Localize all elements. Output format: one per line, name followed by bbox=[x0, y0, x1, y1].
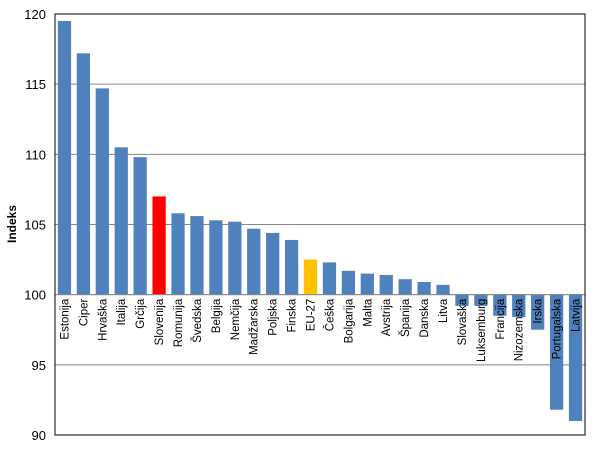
category-label: EU-27 bbox=[306, 299, 318, 332]
bar bbox=[209, 220, 223, 295]
category-label: Češka bbox=[323, 298, 336, 331]
y-tick-label: 100 bbox=[24, 288, 46, 303]
bars bbox=[57, 21, 583, 421]
bar bbox=[322, 262, 337, 295]
category-label: Nizozemska bbox=[514, 298, 526, 361]
category-label: Litva bbox=[438, 298, 450, 323]
category-label: Francija bbox=[495, 298, 507, 340]
bar bbox=[57, 21, 72, 295]
bar bbox=[114, 147, 128, 295]
bar bbox=[303, 259, 318, 295]
category-label: Švedska bbox=[191, 298, 204, 343]
bar bbox=[455, 294, 469, 306]
category-label: Italija bbox=[116, 298, 128, 325]
category-labels: Estonija Ciper Hrvaška Italija Grčija Sloveni… bbox=[59, 298, 582, 362]
category-label: Luksemburg bbox=[476, 299, 488, 362]
bar bbox=[474, 294, 488, 306]
bar bbox=[549, 294, 564, 410]
y-axis-ticks: 90 95 100 105 110 115 120 bbox=[24, 7, 46, 443]
category-label: Madžarska bbox=[249, 298, 261, 355]
bar bbox=[436, 284, 450, 295]
bar bbox=[512, 294, 526, 318]
bar bbox=[531, 294, 545, 330]
bar bbox=[284, 239, 299, 295]
category-label: Hrvaška bbox=[97, 298, 109, 341]
category-label: Latvija bbox=[571, 298, 583, 332]
category-label: Slovenija bbox=[154, 298, 166, 345]
bar bbox=[360, 273, 374, 295]
category-label: Grčija bbox=[135, 298, 147, 329]
bar bbox=[493, 294, 507, 316]
category-label: Finska bbox=[287, 298, 299, 332]
y-tick-label: 105 bbox=[24, 218, 46, 233]
category-label: Bolgarija bbox=[343, 298, 355, 343]
bar bbox=[228, 221, 242, 295]
category-label: Malta bbox=[362, 298, 374, 327]
bar bbox=[379, 275, 393, 295]
bar bbox=[247, 228, 261, 295]
category-label: Španija bbox=[399, 298, 412, 337]
bar bbox=[417, 282, 431, 295]
category-label: Romunija bbox=[173, 298, 185, 347]
bar bbox=[568, 294, 583, 421]
bar bbox=[171, 213, 185, 295]
category-label: Slovaška bbox=[457, 298, 469, 345]
bar bbox=[341, 270, 356, 295]
category-label: Danska bbox=[419, 298, 431, 338]
y-tick-label: 115 bbox=[25, 77, 46, 92]
bar bbox=[76, 53, 91, 295]
category-label: Ciper bbox=[78, 298, 90, 326]
bar bbox=[133, 157, 147, 295]
category-label: Irska bbox=[533, 298, 545, 324]
y-axis-title: Indeks bbox=[5, 205, 19, 243]
y-tick-label: 95 bbox=[32, 358, 46, 373]
category-label: Estonija bbox=[59, 298, 71, 340]
category-label: Avstrija bbox=[381, 298, 393, 336]
category-label: Nemčija bbox=[230, 298, 242, 340]
category-label: Portugalska bbox=[552, 298, 564, 359]
bar bbox=[95, 88, 109, 295]
bar bbox=[152, 196, 166, 295]
y-tick-label: 110 bbox=[25, 147, 46, 162]
y-tick-label: 90 bbox=[32, 428, 46, 443]
bar bbox=[190, 216, 204, 295]
category-label: Poljska bbox=[268, 298, 280, 336]
plot-border bbox=[54, 13, 586, 436]
bar bbox=[398, 279, 412, 295]
bar bbox=[266, 232, 280, 295]
y-tick-label: 120 bbox=[24, 7, 46, 22]
category-label: Belgija bbox=[211, 298, 223, 333]
